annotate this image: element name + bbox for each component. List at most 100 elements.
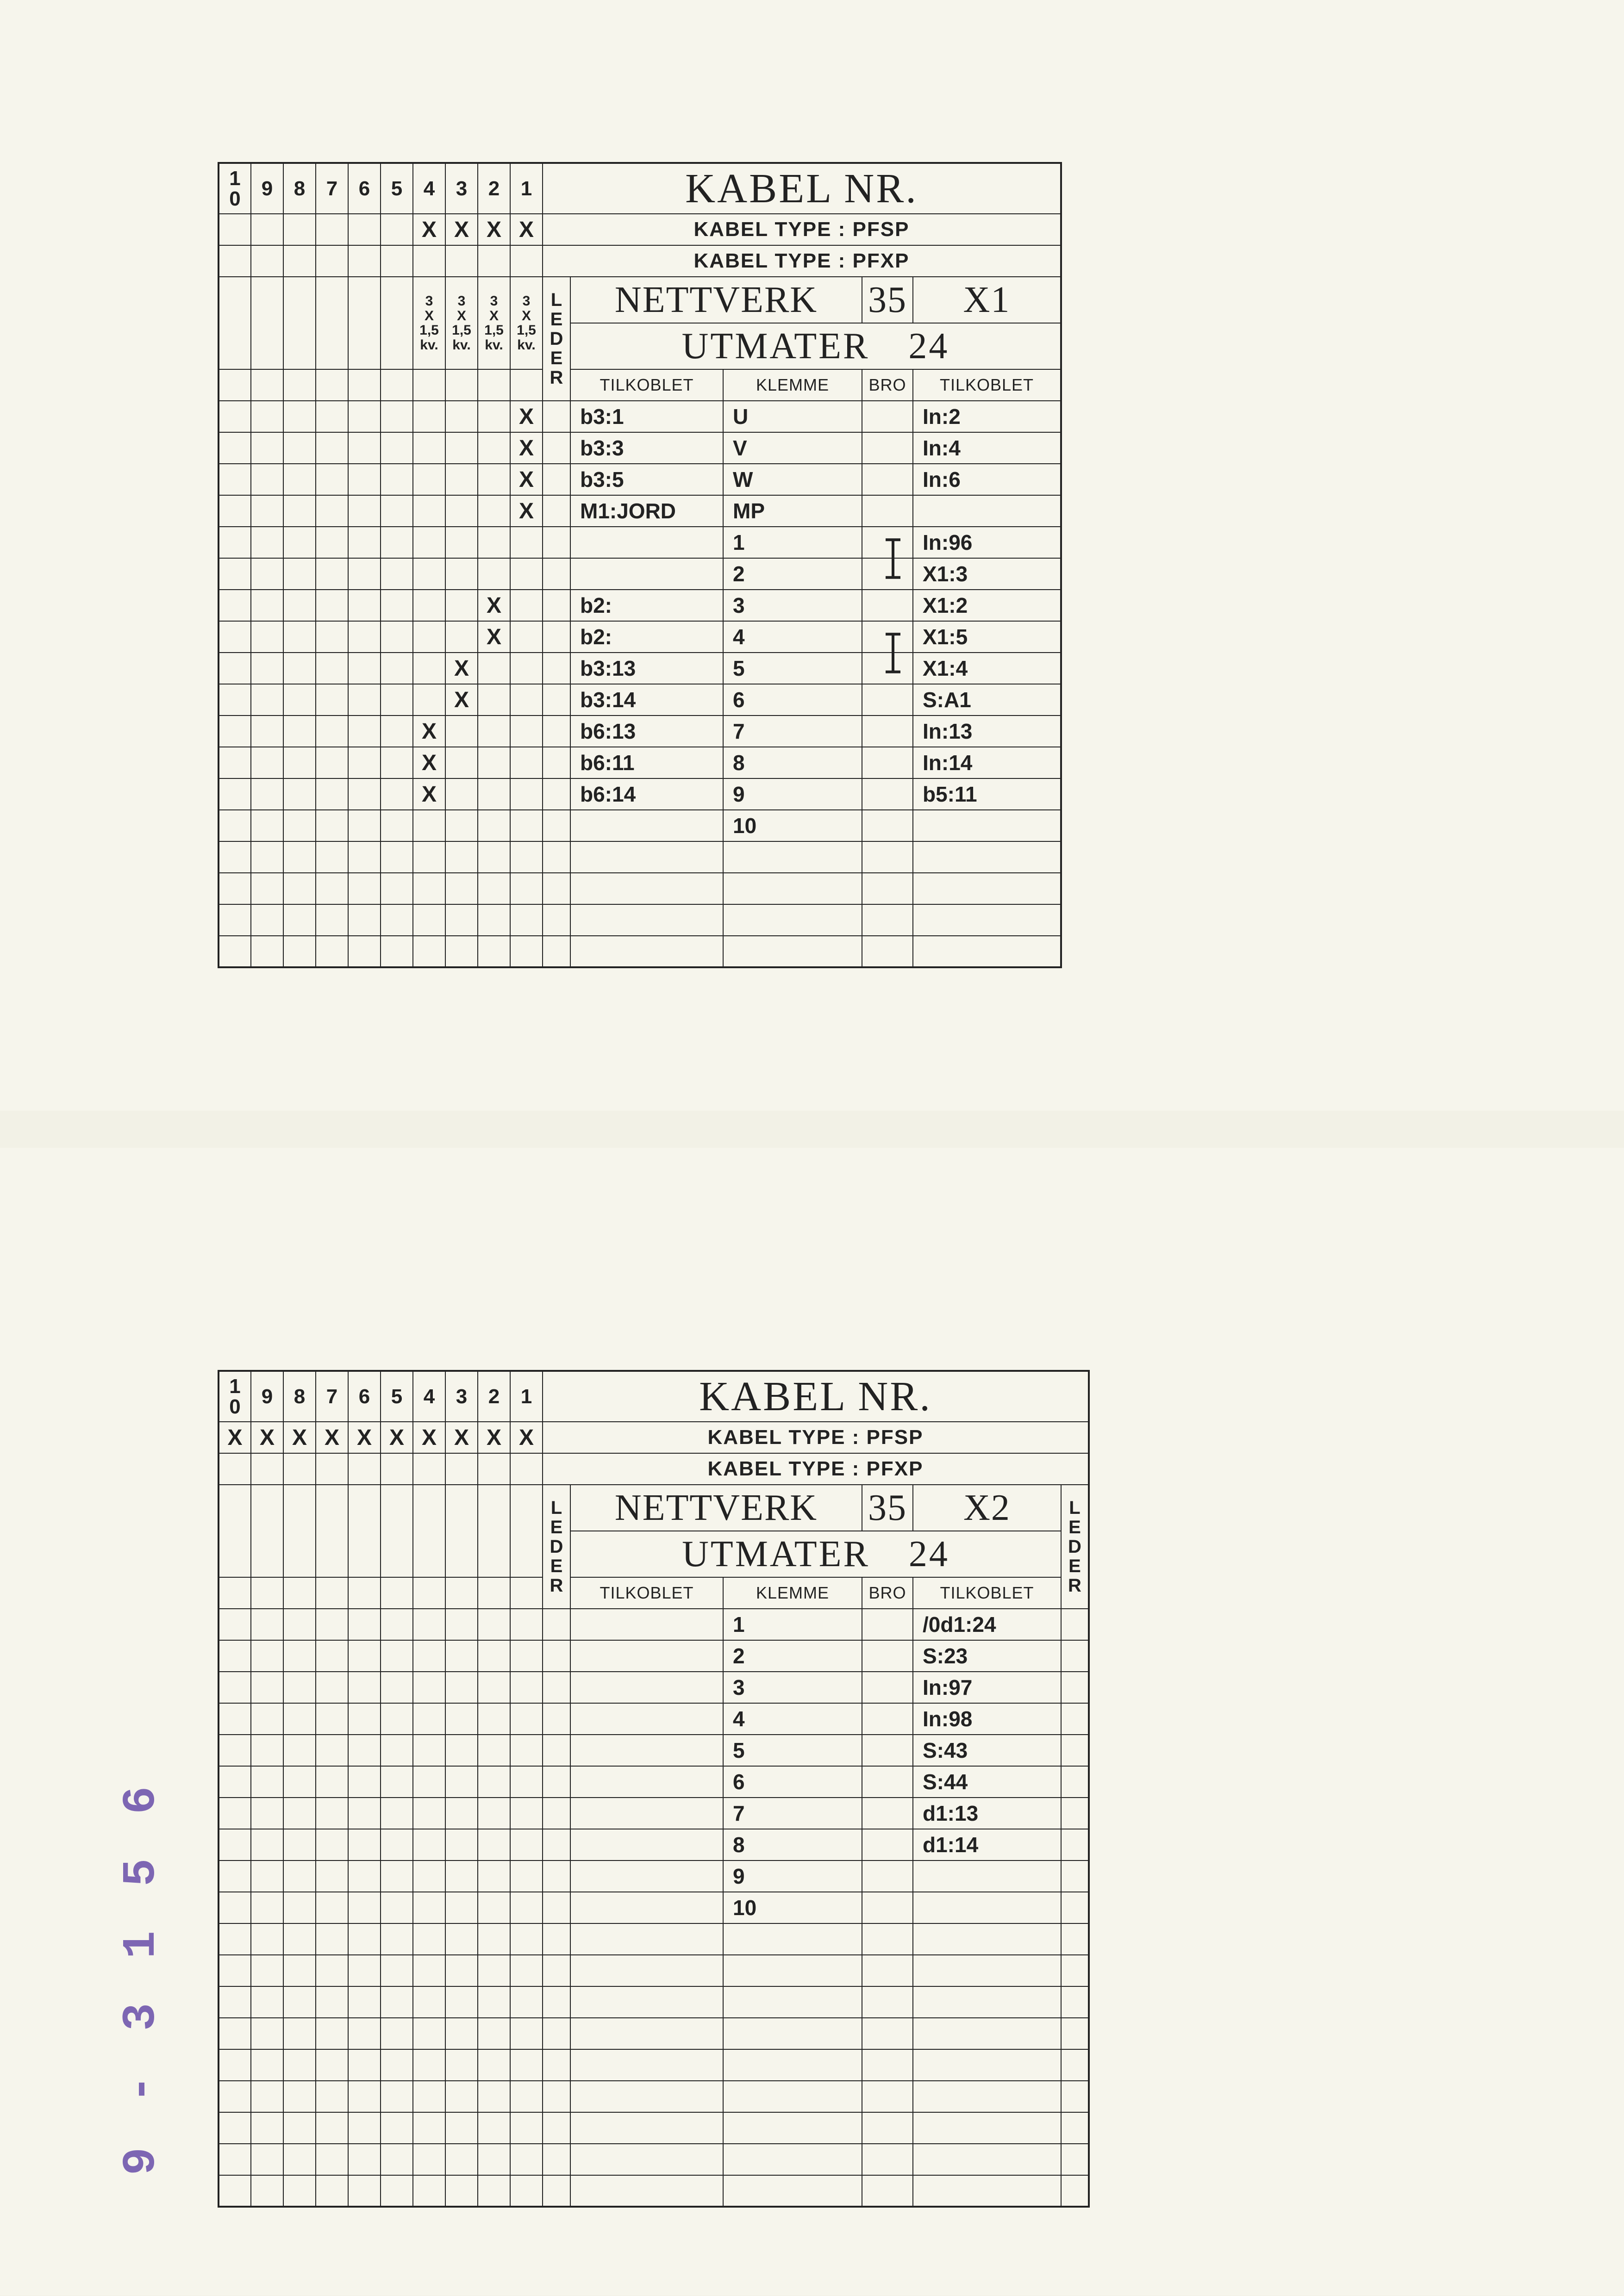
blank [251, 369, 283, 401]
mark-cell [219, 653, 251, 684]
mark-cell [219, 684, 251, 716]
klemme-cell: 4 [723, 1703, 862, 1735]
mark-cell [478, 2049, 510, 2081]
leder-cell [543, 684, 570, 716]
leder-cell [543, 2144, 570, 2175]
mark-cell [283, 2018, 316, 2049]
type-mark [381, 214, 413, 245]
mark-cell [316, 810, 348, 841]
tilkoblet-cell: M1:JORD [570, 495, 723, 527]
mark-cell [316, 904, 348, 936]
bro-cell [862, 558, 913, 590]
bro-cell [862, 653, 913, 684]
tilkoblet2-cell: In:97 [913, 1672, 1061, 1703]
leder-cell-right [1061, 2175, 1089, 2207]
leder-cell [543, 1766, 570, 1798]
mark-cell [478, 1640, 510, 1672]
leder-cell [543, 1986, 570, 2018]
blank [510, 1577, 543, 1609]
col-klemme: KLEMME [723, 1577, 862, 1609]
bro-cell [862, 841, 913, 873]
leder-cell-right [1061, 1892, 1089, 1923]
mark-cell [219, 873, 251, 904]
mark-cell [510, 621, 543, 653]
mark-cell [283, 1798, 316, 1829]
mark-cell [478, 1892, 510, 1923]
mark-cell [316, 621, 348, 653]
bro-cell [862, 1672, 913, 1703]
mark-cell [381, 810, 413, 841]
cable-spec [316, 277, 348, 369]
mark-cell: X [478, 621, 510, 653]
tilkoblet-cell [570, 1923, 723, 1955]
cable-spec [316, 1485, 348, 1577]
blank [283, 369, 316, 401]
mark-cell [478, 936, 510, 967]
type-mark: X [478, 214, 510, 245]
cable-spec: 3X1,5kv. [413, 277, 445, 369]
mark-cell [413, 432, 445, 464]
cable-spec [510, 1485, 543, 1577]
mark-cell [413, 2049, 445, 2081]
mark-cell [413, 2081, 445, 2112]
tilkoblet-cell [570, 1609, 723, 1640]
mark-cell [283, 1986, 316, 2018]
mark-cell: X [445, 653, 478, 684]
klemme-cell: V [723, 432, 862, 464]
mark-cell: X [510, 432, 543, 464]
mark-cell [381, 1986, 413, 2018]
blank [381, 245, 413, 277]
cable-spec [445, 1485, 478, 1577]
tilkoblet2-cell [913, 2018, 1061, 2049]
mark-cell [283, 527, 316, 558]
bro-cell [862, 2081, 913, 2112]
col-num-2: 2 [478, 163, 510, 214]
mark-cell [510, 1672, 543, 1703]
mark-cell [413, 495, 445, 527]
leder-cell [543, 495, 570, 527]
mark-cell [219, 401, 251, 432]
tilkoblet2-cell [913, 841, 1061, 873]
mark-cell [251, 1892, 283, 1923]
tilkoblet-cell: b6:14 [570, 778, 723, 810]
mark-cell [445, 2081, 478, 2112]
mark-cell [283, 495, 316, 527]
blank [445, 1577, 478, 1609]
col-tilkoblet: TILKOBLET [570, 1577, 723, 1609]
mark-cell [251, 1829, 283, 1860]
mark-cell [219, 621, 251, 653]
mark-cell [510, 1609, 543, 1640]
mark-cell [381, 1766, 413, 1798]
cable-spec [283, 1485, 316, 1577]
mark-cell [413, 401, 445, 432]
mark-cell [348, 1955, 381, 1986]
leder-cell [543, 2018, 570, 2049]
type-mark: X [413, 214, 445, 245]
mark-cell [316, 1955, 348, 1986]
tilkoblet2-cell [913, 2081, 1061, 2112]
mark-cell [510, 2081, 543, 2112]
blank [413, 1577, 445, 1609]
blank [413, 369, 445, 401]
blank [316, 1577, 348, 1609]
tilkoblet2-cell: b5:11 [913, 778, 1061, 810]
mark-cell [283, 590, 316, 621]
tilkoblet-cell [570, 2144, 723, 2175]
mark-cell [283, 778, 316, 810]
cable-spec [219, 1485, 251, 1577]
tilkoblet-cell [570, 936, 723, 967]
bro-cell [862, 778, 913, 810]
scan-sheet-1: 10987654321KABEL NR.XXXXKABEL TYPE : PFS… [0, 0, 1624, 1111]
mark-cell [283, 873, 316, 904]
blank [381, 369, 413, 401]
mark-cell [413, 810, 445, 841]
blank [219, 369, 251, 401]
mark-cell [381, 1798, 413, 1829]
mark-cell [381, 684, 413, 716]
mark-cell [413, 2175, 445, 2207]
mark-cell [251, 2112, 283, 2144]
type-mark: X [445, 214, 478, 245]
mark-cell [316, 2081, 348, 2112]
bro-cell [862, 1986, 913, 2018]
mark-cell [283, 1955, 316, 1986]
